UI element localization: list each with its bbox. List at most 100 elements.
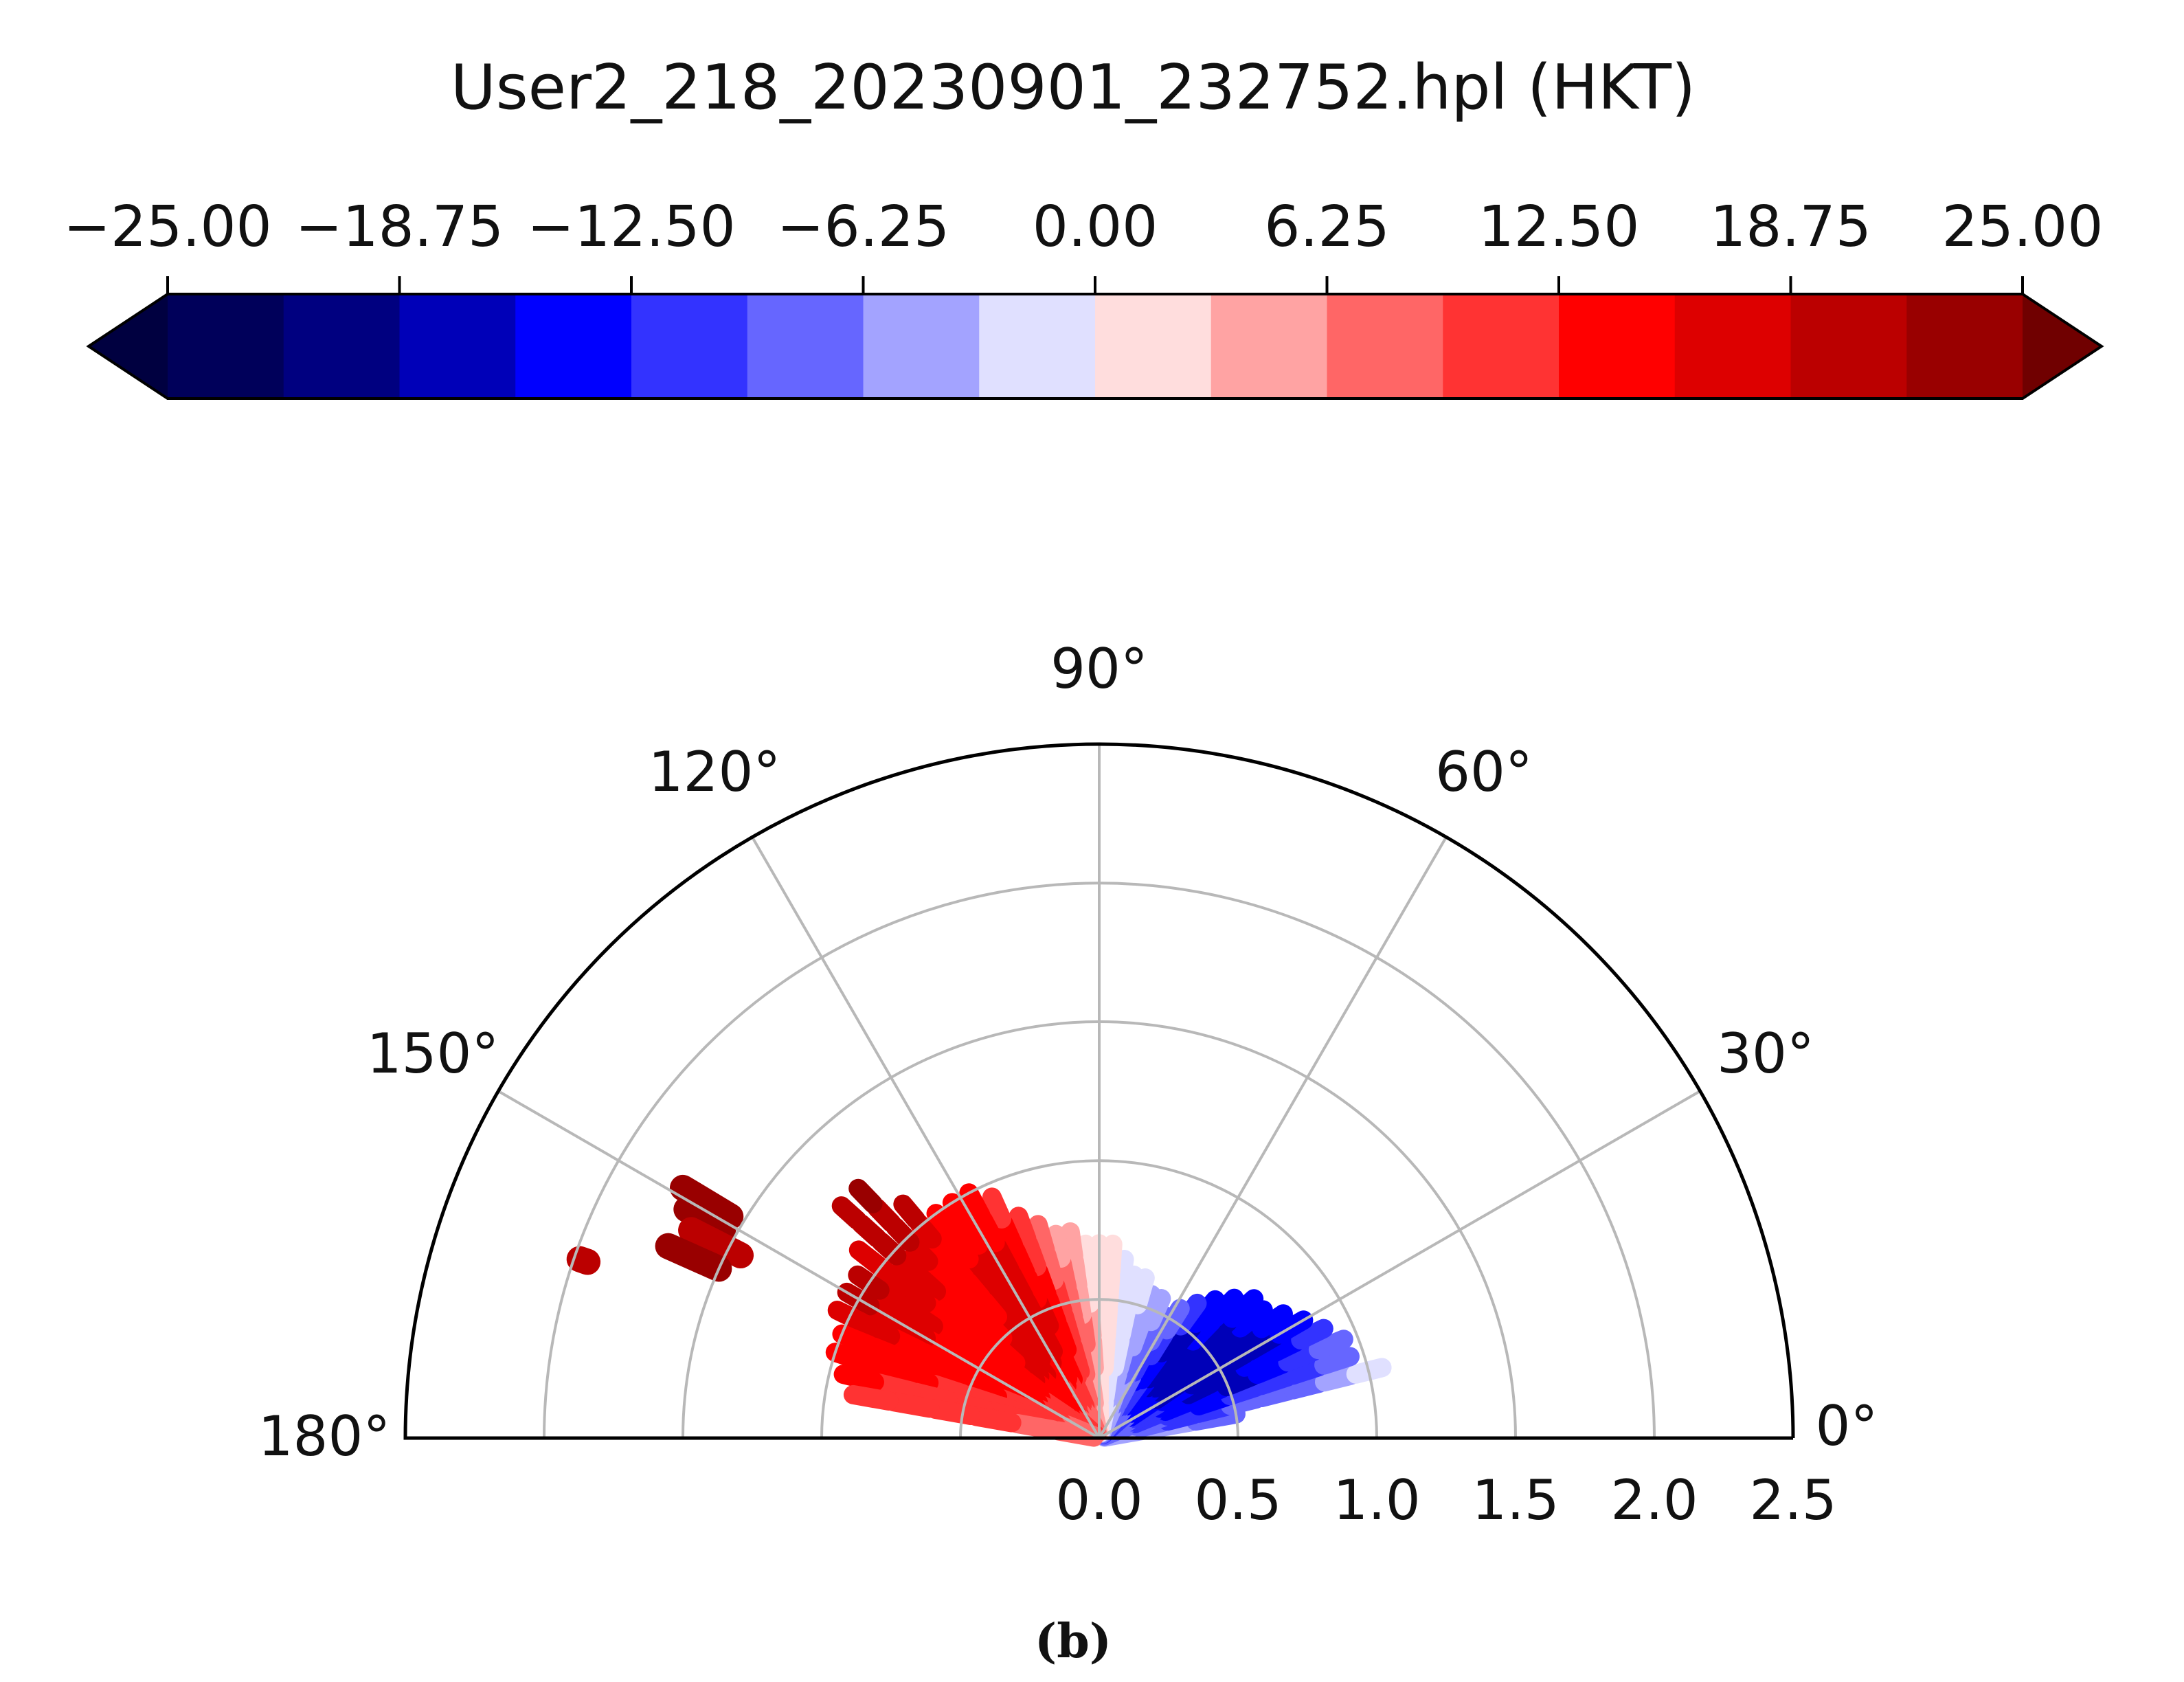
colorbar-bin — [863, 294, 980, 399]
colorbar-bin — [1790, 294, 1908, 399]
beam-segment — [980, 1279, 1015, 1319]
chart-title: User2_218_20230901_232752.hpl (HKT) — [451, 52, 1696, 124]
radial-tick-label: 1.0 — [1333, 1468, 1420, 1532]
angular-grid-line — [1098, 1090, 1701, 1439]
radial-tick-label: 1.5 — [1472, 1468, 1559, 1532]
colorbar: −25.00 −18.75 −12.50 −6.25 0.00 6.25 12.50 18.7… — [63, 194, 2104, 400]
beam-segment — [925, 1399, 981, 1426]
beam-segment — [945, 1315, 984, 1351]
beam-segment — [944, 1229, 979, 1269]
beam-segment — [897, 1350, 943, 1381]
polar-frame — [403, 742, 1795, 1440]
colorbar-over-triangle — [2023, 294, 2102, 399]
colorbar-bin — [1211, 294, 1328, 399]
beam-segment — [1203, 1321, 1246, 1359]
beam-segment — [1252, 1304, 1293, 1338]
colorbar-bin — [979, 294, 1096, 399]
angular-tick-label: 120° — [649, 740, 781, 804]
beam-segment — [843, 1384, 899, 1411]
beam-segment — [848, 1178, 883, 1213]
colorbar-tick-labels: −25.00 −18.75 −12.50 −6.25 0.00 6.25 12.50 18.7… — [63, 194, 2103, 260]
colorbar-bin — [1327, 294, 1444, 399]
colorbar-under-triangle — [89, 294, 168, 399]
beam-segment — [1283, 1373, 1329, 1400]
beam-segment — [893, 1194, 925, 1229]
colorbar-tick-label: 0.00 — [1033, 194, 1158, 260]
colorbar-tick-label: −18.75 — [295, 194, 504, 260]
colorbar-bin — [1095, 294, 1212, 399]
colorbar-bin — [515, 294, 632, 399]
isolated-segment — [655, 1233, 732, 1282]
beam-segment — [857, 1314, 901, 1346]
beam-segment — [1206, 1288, 1244, 1327]
beam-segment — [848, 1240, 888, 1275]
beam-segment — [988, 1237, 1020, 1280]
colorbar-ticks — [166, 276, 2024, 294]
isolated-segment — [673, 1196, 736, 1243]
beam-segment — [825, 1343, 873, 1371]
beam-segment — [1118, 1265, 1144, 1312]
beam-data-segments — [566, 1174, 1392, 1447]
angular-tick-label: 0° — [1816, 1394, 1878, 1458]
beam-segment — [901, 1301, 943, 1336]
beam-segment — [973, 1210, 1005, 1253]
colorbar-bin — [283, 294, 401, 399]
colorbar-bin — [747, 294, 864, 399]
beam-segment — [1028, 1215, 1055, 1259]
colorbar-tick-label: −25.00 — [63, 194, 271, 260]
beam-segment — [1007, 1413, 1063, 1440]
polar-plot: 0° 30° 60° 90° 120° 150° 180° 0.0 0.5 1.0 1.5 2.0 2.… — [258, 637, 1878, 1532]
beam-segment — [1251, 1367, 1297, 1395]
beam-segment — [921, 1297, 960, 1332]
beam-segment — [1009, 1207, 1037, 1249]
isolated-segment — [669, 1174, 744, 1230]
beam-segment — [886, 1329, 930, 1360]
beam-segment — [1226, 1322, 1267, 1356]
beam-segment — [1048, 1421, 1104, 1447]
angular-tick-label: 90° — [1050, 637, 1148, 701]
beam-segment — [1222, 1289, 1264, 1328]
beam-segment — [966, 1406, 1022, 1433]
colorbar-tick-label: 6.25 — [1264, 194, 1390, 260]
beam-segment — [926, 1204, 961, 1244]
beam-segment — [897, 1278, 936, 1313]
angular-tick-label: 30° — [1717, 1022, 1814, 1086]
beam-segment — [928, 1363, 976, 1394]
beam-segment — [1110, 1249, 1134, 1299]
beam-segment — [914, 1343, 958, 1375]
beam-segment — [982, 1187, 1011, 1229]
colorbar-tick-label: −6.25 — [777, 194, 949, 260]
beam-segment — [1217, 1367, 1262, 1397]
angular-grid-line — [497, 1090, 1100, 1439]
colorbar-bin — [631, 294, 748, 399]
angular-grid-line — [1098, 836, 1448, 1439]
beam-segment — [832, 1324, 879, 1355]
beam-segment — [1186, 1290, 1225, 1333]
beam-segment — [924, 1374, 972, 1404]
colorbar-tick-label: 25.00 — [1942, 194, 2104, 260]
beam-segment — [962, 1253, 997, 1294]
colorbar-tick-label: 18.75 — [1710, 194, 1871, 260]
beam-segment — [833, 1365, 884, 1392]
beam-segment — [875, 1283, 916, 1318]
beam-segment — [1037, 1245, 1064, 1290]
angular-tick-label: 150° — [367, 1022, 499, 1086]
polar-grid — [497, 744, 1701, 1439]
beam-segment — [1046, 1224, 1071, 1268]
beam-segment — [959, 1183, 991, 1225]
colorbar-bin — [1559, 294, 1676, 399]
beam-segment — [1127, 1268, 1155, 1314]
angular-grid-line — [751, 836, 1101, 1439]
beam-segment — [1230, 1300, 1273, 1338]
beam-segment — [1263, 1332, 1305, 1363]
beam-segment — [858, 1353, 906, 1382]
beam-segment — [1291, 1319, 1333, 1349]
colorbar-bins — [168, 294, 2023, 399]
beam-segment — [1076, 1234, 1097, 1281]
beam-segment — [884, 1392, 940, 1418]
angular-tick-label: 60° — [1435, 740, 1533, 804]
colorbar-bin — [1443, 294, 1560, 399]
radial-tick-label: 0.0 — [1055, 1468, 1142, 1532]
beam-segment — [907, 1382, 958, 1410]
